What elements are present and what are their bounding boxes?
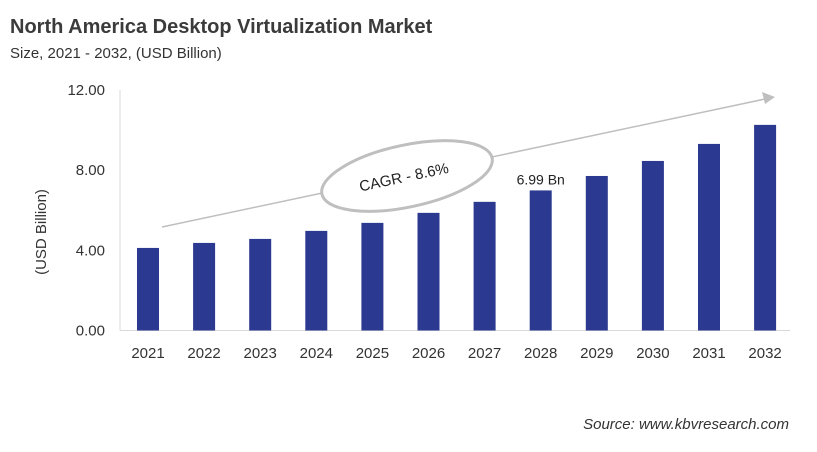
bar-2022 <box>193 242 216 331</box>
chart-title: North America Desktop Virtualization Mar… <box>10 16 433 38</box>
x-tick-label: 2022 <box>187 345 220 362</box>
y-tick-label: 4.00 <box>76 242 105 259</box>
bar-2026 <box>417 212 440 331</box>
data-label-2028: 6.99 Bn <box>517 171 565 187</box>
y-axis-label: (USD Billion) <box>33 189 50 275</box>
x-tick-label: 2023 <box>244 345 277 362</box>
x-tick-label: 2027 <box>468 345 501 362</box>
bar-2028 <box>529 190 552 331</box>
x-tick-label: 2031 <box>692 345 725 362</box>
bar-2029 <box>585 175 608 331</box>
bar-2021 <box>137 247 159 331</box>
bar-2031 <box>698 143 720 331</box>
x-tick-label: 2030 <box>636 345 669 362</box>
x-tick-label: 2025 <box>356 345 389 362</box>
x-tick-label: 2026 <box>412 345 445 362</box>
chart-subtitle: Size, 2021 - 2032, (USD Billion) <box>10 45 222 62</box>
bar-2030 <box>641 160 664 331</box>
x-tick-label: 2021 <box>131 345 164 362</box>
bar-2023 <box>249 238 272 331</box>
x-tick-label: 2024 <box>300 345 333 362</box>
x-tick-label: 2032 <box>748 345 781 362</box>
bar-2024 <box>305 230 328 331</box>
x-tick-label: 2028 <box>524 345 557 362</box>
bar-2027 <box>473 201 496 331</box>
source-note: Source: www.kbvresearch.com <box>583 416 789 433</box>
y-tick-label: 0.00 <box>76 323 105 340</box>
x-tick-label: 2029 <box>580 345 613 362</box>
cagr-ellipse <box>320 139 494 213</box>
bar-2025 <box>361 222 384 331</box>
y-tick-label: 8.00 <box>76 162 105 179</box>
y-tick-label: 12.00 <box>67 82 105 99</box>
arrow-head-icon <box>762 92 775 104</box>
bar-2032 <box>754 124 777 331</box>
